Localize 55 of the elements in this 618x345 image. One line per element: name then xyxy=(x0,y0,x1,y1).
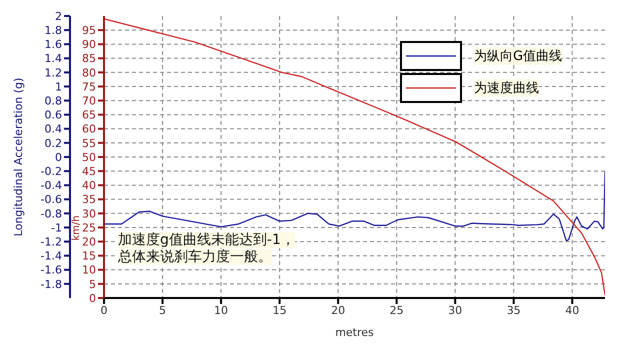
x-tick-label: 35 xyxy=(506,304,521,317)
y-axis-title: Longitudinal Acceleration (g) xyxy=(12,78,25,236)
y-tick-label: -1.8 xyxy=(40,278,62,291)
y-tick-label: 0.2 xyxy=(44,136,62,150)
x-axis-title: metres xyxy=(335,326,374,339)
x-tick-label: 5 xyxy=(159,304,166,317)
y-tick-label: 0.4 xyxy=(44,122,62,136)
y-tick-label: -1 xyxy=(51,221,62,234)
y2-tick-label: 10 xyxy=(82,264,96,277)
y2-tick-label: 60 xyxy=(82,122,96,136)
y-tick-label: 0.8 xyxy=(44,94,62,108)
y-tick-label: 0 xyxy=(55,150,62,164)
y2-tick-label: 15 xyxy=(82,250,96,263)
y2-tick-label: 5 xyxy=(89,278,96,291)
y-tick-label: -0.6 xyxy=(40,193,62,206)
y2-tick-label: 40 xyxy=(82,179,96,192)
y2-tick-label: 80 xyxy=(82,66,96,80)
y2-tick-label: 50 xyxy=(82,150,96,164)
y2-tick-label: 85 xyxy=(82,52,96,66)
x-tick-label: 10 xyxy=(214,304,228,317)
y2-tick-label: 75 xyxy=(82,80,96,94)
y2-tick-label: 90 xyxy=(82,38,96,52)
y2-tick-label: 0 xyxy=(89,292,96,305)
y-tick-label: -1.6 xyxy=(40,264,62,277)
y-tick-label: 1 xyxy=(55,80,62,94)
legend-label: 为纵向G值曲线 xyxy=(474,47,562,65)
y2-tick-label: 20 xyxy=(82,236,96,249)
y-tick-label: 2 xyxy=(55,10,62,23)
y-tick-label: 1.2 xyxy=(44,66,62,80)
y2-axis-title: km/h xyxy=(71,215,82,241)
y-tick-label: 0.6 xyxy=(44,108,62,122)
y-tick-label: -1.2 xyxy=(40,236,62,249)
y2-tick-label: 95 xyxy=(82,24,96,38)
y2-tick-label: 55 xyxy=(82,136,96,150)
y-tick-label: 1.8 xyxy=(44,24,62,38)
x-tick-label: 0 xyxy=(100,304,108,317)
y2-tick-label: 65 xyxy=(82,108,96,122)
legend-label: 为速度曲线 xyxy=(474,79,539,97)
y2-tick-label: 45 xyxy=(82,165,96,178)
y-tick-label: 1.4 xyxy=(44,52,62,66)
y-tick-label: -0.8 xyxy=(40,207,62,220)
y2-tick-label: 25 xyxy=(82,221,96,234)
annotation: 加速度g值曲线未能达到-1，总体来说刹车力度一般。 xyxy=(118,232,295,265)
y-tick-label: -1.4 xyxy=(40,250,62,263)
y-tick-label: -0.4 xyxy=(40,179,62,192)
y2-tick-label: 30 xyxy=(82,207,96,220)
x-tick-label: 20 xyxy=(331,304,346,317)
x-tick-label: 40 xyxy=(565,304,580,317)
y-tick-label: 1.6 xyxy=(44,38,62,52)
y2-tick-label: 70 xyxy=(82,94,96,108)
y2-tick-label: 35 xyxy=(82,193,96,206)
x-tick-label: 30 xyxy=(448,304,462,317)
x-tick-label: 15 xyxy=(272,304,287,317)
x-tick-label: 25 xyxy=(390,304,404,317)
y-tick-label: -0.2 xyxy=(40,165,62,178)
